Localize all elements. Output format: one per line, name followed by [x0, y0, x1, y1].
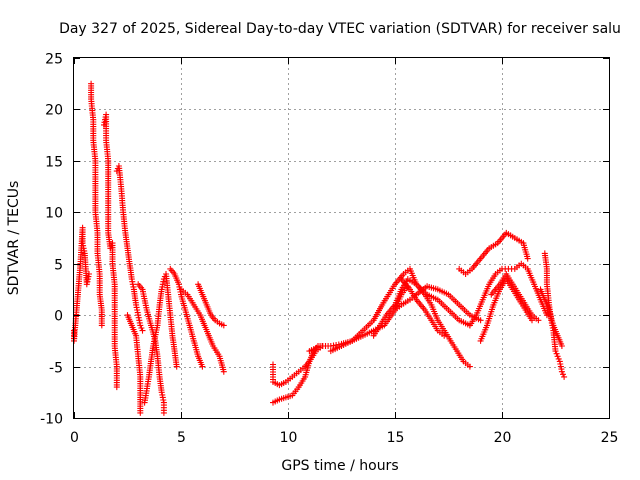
data-point: [139, 327, 146, 334]
data-point: [98, 322, 105, 329]
data-series-arc-20: [477, 276, 535, 344]
data-point: [466, 363, 473, 370]
data-series-arc-16: [398, 276, 448, 339]
data-series-arc-15: [370, 276, 473, 370]
y-tick-label: 15: [45, 155, 63, 171]
x-tick-label: 0: [70, 430, 79, 446]
axes: 0 5 10 15 20 25 -10 -5 0 5 10 15 20 25: [40, 52, 618, 447]
data-point: [199, 363, 206, 370]
data-point: [135, 314, 142, 321]
y-tick-label: 10: [45, 206, 63, 222]
data-series-arc-12: [270, 343, 326, 406]
x-tick-label: 20: [494, 430, 512, 446]
data-point: [477, 317, 484, 324]
data-series-arc-23: [537, 286, 565, 349]
data-point: [524, 255, 531, 262]
data-series-arc-7: [141, 271, 180, 406]
data-series-arc-21: [488, 271, 542, 324]
grid: [74, 58, 609, 418]
y-tick-label: -10: [40, 412, 63, 428]
data-series-arc-18: [456, 229, 531, 277]
data-point: [113, 384, 120, 391]
data-point: [137, 409, 144, 416]
data-point: [558, 368, 565, 375]
data-series-arc-19: [466, 260, 550, 329]
data-point: [158, 389, 165, 396]
data-point: [529, 317, 535, 324]
data-point: [561, 373, 568, 380]
data-point: [557, 361, 564, 367]
x-tick-label: 15: [387, 430, 405, 446]
data-series-arc-17: [392, 283, 484, 324]
data-series-arc-3: [101, 111, 120, 391]
data-series-arc-10: [195, 281, 227, 329]
y-tick-label: 20: [45, 103, 63, 119]
data-point: [441, 332, 448, 339]
data-point: [160, 278, 167, 285]
data-point: [86, 271, 92, 277]
x-tick-label: 10: [280, 430, 298, 446]
data-series-arc-1: [71, 224, 92, 344]
y-tick-label: -5: [49, 361, 63, 377]
data-point: [85, 273, 92, 280]
chart-title: Day 327 of 2025, Sidereal Day-to-day VTE…: [59, 21, 621, 37]
data-point: [134, 307, 141, 313]
data-series-arc-2: [88, 80, 105, 329]
data-point: [560, 371, 566, 378]
data-point: [554, 353, 561, 360]
x-axis-label: GPS time / hours: [281, 458, 398, 474]
data-point: [553, 350, 560, 357]
data-point: [543, 312, 550, 319]
data-point: [535, 317, 542, 324]
data-series-arc-8: [167, 265, 206, 370]
x-tick-label: 25: [601, 430, 619, 446]
data-point: [129, 281, 136, 288]
data-points: [71, 80, 568, 416]
y-axis-label: SDTVAR / TECUs: [6, 181, 22, 296]
data-series-arc-9: [178, 286, 227, 375]
data-point: [220, 322, 227, 329]
data-point: [160, 409, 167, 416]
data-point: [138, 325, 145, 331]
data-point: [220, 368, 227, 375]
data-point: [558, 343, 565, 349]
y-tick-label: 0: [54, 309, 63, 325]
y-tick-label: 25: [45, 52, 63, 68]
x-tick-label: 5: [177, 430, 186, 446]
plot-frame: [73, 57, 610, 419]
y-tick-label: 5: [54, 258, 63, 274]
data-series-arc-5: [124, 312, 144, 416]
data-point: [552, 348, 559, 355]
data-point: [83, 281, 90, 288]
data-series-arc-4: [113, 163, 146, 334]
data-point: [160, 397, 167, 403]
data-point: [80, 245, 87, 252]
data-point: [137, 322, 144, 329]
data-point: [173, 363, 180, 370]
